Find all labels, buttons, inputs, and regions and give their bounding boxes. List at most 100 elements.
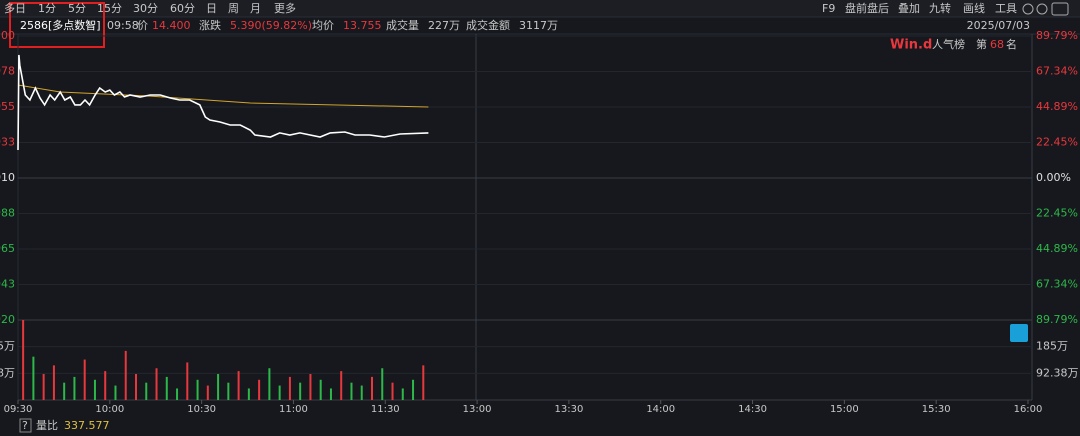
- date: 2025/07/03: [967, 19, 1030, 32]
- toolbar-button[interactable]: 1分: [38, 2, 56, 15]
- window-icon[interactable]: [1051, 2, 1069, 16]
- volume-bar: [422, 365, 425, 400]
- price-label: 价: [137, 19, 148, 32]
- help[interactable]: ?: [22, 419, 28, 432]
- y-tick-label: 89.79%: [1036, 313, 1078, 326]
- x-tick-label: 15:30: [922, 404, 951, 415]
- left-tick-label: 078: [0, 65, 15, 78]
- x-tick-label: 15:00: [830, 404, 859, 415]
- toolbar-button[interactable]: 工具: [995, 2, 1017, 15]
- toolbar-button[interactable]: F9: [822, 2, 835, 15]
- x-tick-label: 14:00: [646, 404, 675, 415]
- volume-bar: [134, 374, 137, 400]
- volume-bar: [360, 385, 363, 400]
- widget-icon[interactable]: [1010, 324, 1028, 342]
- volume-bar: [52, 365, 55, 400]
- volume-bar: [32, 356, 35, 400]
- settings-icon[interactable]: [1022, 3, 1034, 15]
- volume-bar: [104, 371, 107, 400]
- left-tick-label: 100: [0, 29, 15, 42]
- ratio-value: 337.577: [64, 419, 110, 432]
- y-tick-label: 67.34%: [1036, 277, 1078, 290]
- volume-tick-label: 185万: [1036, 340, 1068, 353]
- toolbar-button[interactable]: 日: [206, 2, 217, 15]
- volume-bar: [309, 374, 312, 400]
- volume-bar: [196, 379, 199, 400]
- volume-bar: [227, 382, 230, 400]
- volume-bar: [124, 350, 127, 400]
- y-tick-label: 22.45%: [1036, 207, 1078, 220]
- volume-bar: [381, 368, 384, 400]
- change-label: 涨跌: [199, 18, 221, 32]
- toolbar-button[interactable]: 叠加: [898, 2, 920, 15]
- volume-bar: [258, 379, 261, 400]
- rank: 68: [990, 38, 1004, 51]
- y-tick-label: 44.89%: [1036, 242, 1078, 255]
- volume-bar: [299, 382, 302, 400]
- left-tick-label: 033: [0, 135, 15, 148]
- ranking-list[interactable]: 人气榜: [932, 37, 965, 51]
- toolbar-button[interactable]: 周: [228, 2, 239, 15]
- volume-bar: [391, 382, 394, 400]
- toolbar-button[interactable]: 60分: [170, 2, 195, 15]
- brand: Win.d: [890, 38, 932, 53]
- rank-prefix: 第: [976, 37, 987, 51]
- x-tick-label: 10:00: [95, 404, 124, 415]
- volume-bar: [350, 382, 353, 400]
- volume-bar: [114, 385, 117, 400]
- volume-bar: [22, 320, 25, 400]
- left-tick-label: 920: [0, 313, 15, 326]
- help-icon[interactable]: [1036, 3, 1048, 15]
- volume-bar: [278, 385, 281, 400]
- left-tick-label: 010: [0, 171, 15, 184]
- toolbar-button[interactable]: 更多: [274, 1, 296, 15]
- volume-bar: [42, 374, 45, 400]
- volume-bar: [370, 376, 373, 400]
- toolbar-button[interactable]: 30分: [133, 2, 158, 15]
- y-tick-label: 89.79%: [1036, 29, 1078, 42]
- left-tick-label: 988: [0, 207, 15, 220]
- highlight-box: [9, 2, 105, 48]
- x-tick-label: 13:00: [463, 404, 492, 415]
- help-box: [19, 418, 32, 433]
- price-line: [17, 84, 429, 108]
- volume-bar: [237, 371, 240, 400]
- left-tick-label: 965: [0, 242, 15, 255]
- volume-bar: [268, 368, 271, 400]
- volume-bar: [247, 388, 250, 400]
- toolbar-button[interactable]: 15分: [97, 2, 122, 15]
- volume-bar: [217, 374, 220, 400]
- avg: 13.755: [343, 19, 382, 32]
- x-tick-label: 11:30: [371, 404, 400, 415]
- volume-bar: [145, 382, 148, 400]
- volume-bar: [401, 388, 404, 400]
- volume-label: 成交量: [386, 18, 419, 32]
- toolbar-button[interactable]: 5分: [68, 2, 86, 15]
- toolbar-button[interactable]: 多日: [4, 1, 26, 15]
- x-tick-label: 10:30: [187, 404, 216, 415]
- toolbar-button[interactable]: 画线: [963, 1, 985, 15]
- rank-suffix: 名: [1006, 37, 1017, 51]
- volume-bar: [206, 385, 209, 400]
- volume-bar: [93, 379, 96, 400]
- volume-bar: [329, 388, 332, 400]
- x-tick-label: 14:30: [738, 404, 767, 415]
- y-tick-label: 0.00%: [1036, 171, 1071, 184]
- toolbar-button[interactable]: 月: [250, 2, 261, 15]
- left-volume-label: 8万: [0, 366, 15, 379]
- amount: 3117万: [519, 19, 558, 32]
- volume-bar: [340, 371, 343, 400]
- y-tick-label: 44.89%: [1036, 100, 1078, 113]
- x-tick-label: 13:30: [554, 404, 583, 415]
- toolbar-button[interactable]: 盘前盘后: [845, 1, 889, 15]
- volume-bar: [412, 379, 415, 400]
- volume-bar: [186, 362, 189, 400]
- change: 5.390(59.82%): [230, 19, 312, 32]
- price: 14.400: [152, 19, 191, 32]
- toolbar-button[interactable]: 九转: [929, 1, 951, 15]
- price-line: [17, 54, 429, 151]
- volume-bar: [165, 376, 168, 400]
- ratio-label: 量比: [36, 419, 58, 432]
